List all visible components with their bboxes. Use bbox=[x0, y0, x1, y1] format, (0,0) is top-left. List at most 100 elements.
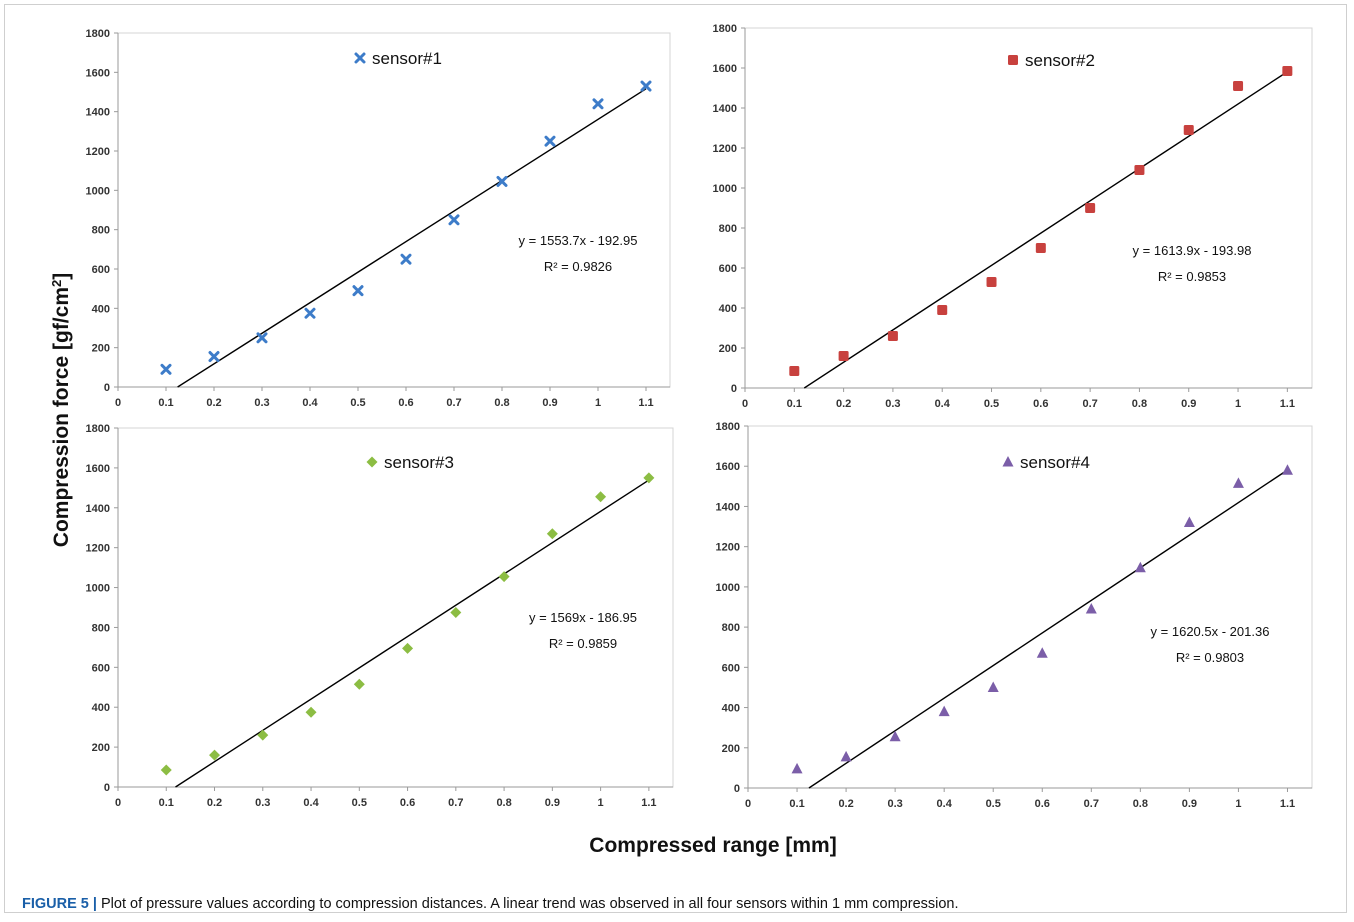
x-tick-label-4: 0.6 bbox=[1035, 798, 1050, 810]
x-tick-label-4: 0.4 bbox=[937, 798, 953, 810]
y-tick-label-4: 400 bbox=[722, 703, 740, 715]
x-tick-label-4: 1.1 bbox=[1280, 798, 1295, 810]
x-tick-label-2: 0.2 bbox=[836, 398, 851, 410]
y-tick-label-1: 1800 bbox=[86, 28, 110, 40]
trendline-2 bbox=[803, 71, 1288, 389]
x-tick-label-4: 1 bbox=[1235, 798, 1241, 810]
x-tick-label-1: 0.7 bbox=[446, 397, 461, 409]
x-tick-label-3: 0.6 bbox=[400, 797, 415, 809]
data-point-4 bbox=[1281, 464, 1293, 475]
data-point-1 bbox=[304, 307, 316, 319]
data-point-2 bbox=[1233, 81, 1244, 91]
y-tick-label-4: 1600 bbox=[716, 461, 740, 473]
y-tick-label-3: 1400 bbox=[86, 503, 110, 515]
y-tick-label-2: 200 bbox=[719, 343, 737, 355]
y-tick-label-2: 1200 bbox=[713, 143, 737, 155]
data-point-3 bbox=[305, 706, 317, 718]
data-point-1 bbox=[544, 135, 556, 147]
plot-area-2 bbox=[744, 27, 1313, 389]
x-tick-label-3: 1.1 bbox=[641, 797, 656, 809]
data-point-3 bbox=[450, 606, 462, 618]
data-point-2 bbox=[887, 331, 898, 341]
x-tick-label-4: 0 bbox=[745, 798, 751, 810]
data-point-4 bbox=[791, 762, 803, 774]
data-point-2 bbox=[986, 277, 997, 287]
chart-panel-1: 0 200 400 600 800 1000 1200 1400 1600 1800 0 0.1 0.2… bbox=[86, 28, 671, 409]
data-point-2 bbox=[1282, 66, 1293, 76]
y-tick-label-2: 1800 bbox=[713, 23, 737, 35]
y-tick-label-2: 800 bbox=[719, 223, 737, 235]
data-point-3 bbox=[353, 678, 365, 690]
data-point-2 bbox=[838, 351, 849, 361]
x-tick-label-4: 0.1 bbox=[789, 798, 804, 810]
x-tick-label-2: 1.1 bbox=[1280, 398, 1295, 410]
y-tick-label-2: 1000 bbox=[713, 183, 737, 195]
x-tick-label-2: 0.8 bbox=[1132, 398, 1147, 410]
y-tick-label-4: 1000 bbox=[716, 582, 740, 594]
data-point-1 bbox=[592, 98, 604, 110]
data-point-4 bbox=[1036, 647, 1048, 658]
legend-label-4: sensor#4 bbox=[1020, 453, 1090, 472]
trend-equation-2: y = 1613.9x - 193.98 bbox=[1133, 243, 1252, 258]
x-tick-label-4: 0.7 bbox=[1084, 798, 1099, 810]
x-tick-label-2: 1 bbox=[1235, 398, 1241, 410]
trendline-3 bbox=[175, 479, 650, 788]
data-point-2 bbox=[1035, 243, 1046, 253]
data-point-1 bbox=[160, 363, 172, 375]
y-tick-label-4: 800 bbox=[722, 622, 740, 634]
x-tick-label-1: 0 bbox=[115, 397, 121, 409]
y-tick-label-3: 200 bbox=[92, 742, 110, 754]
data-point-2 bbox=[937, 305, 948, 315]
x-tick-label-3: 0.3 bbox=[255, 797, 270, 809]
data-point-4 bbox=[1085, 603, 1097, 614]
y-tick-label-3: 1200 bbox=[86, 543, 110, 555]
data-point-1 bbox=[400, 253, 412, 265]
figure-caption: FIGURE 5 | Plot of pressure values accor… bbox=[22, 896, 1342, 912]
y-tick-label-1: 0 bbox=[104, 382, 110, 394]
trend-r2-3: R² = 0.9859 bbox=[549, 636, 617, 651]
trendline-1 bbox=[177, 88, 647, 388]
x-tick-label-1: 1 bbox=[595, 397, 601, 409]
x-tick-label-2: 0.1 bbox=[787, 398, 802, 410]
data-point-4 bbox=[987, 681, 999, 692]
x-tick-label-1: 0.8 bbox=[494, 397, 509, 409]
y-tick-label-1: 600 bbox=[92, 264, 110, 276]
x-tick-label-3: 1 bbox=[598, 797, 604, 809]
y-tick-label-2: 0 bbox=[731, 383, 737, 395]
y-tick-label-3: 400 bbox=[92, 702, 110, 714]
x-tick-label-4: 0.5 bbox=[986, 798, 1001, 810]
data-point-1 bbox=[208, 351, 220, 363]
data-point-4 bbox=[889, 730, 901, 742]
y-tick-label-3: 1600 bbox=[86, 463, 110, 475]
data-point-4 bbox=[840, 750, 852, 762]
y-tick-label-2: 1400 bbox=[713, 103, 737, 115]
data-point-3 bbox=[160, 764, 172, 776]
data-point-3 bbox=[498, 571, 510, 583]
y-tick-label-4: 1400 bbox=[716, 501, 740, 513]
legend-marker-4 bbox=[1002, 456, 1014, 467]
y-tick-label-1: 400 bbox=[92, 303, 110, 315]
data-point-3 bbox=[209, 749, 221, 761]
x-tick-label-3: 0.7 bbox=[448, 797, 463, 809]
legend-label-2: sensor#2 bbox=[1025, 51, 1095, 70]
x-tick-label-4: 0.2 bbox=[838, 798, 853, 810]
x-axis-title: Compressed range [mm] bbox=[589, 834, 836, 857]
data-point-3 bbox=[402, 642, 414, 654]
legend-label-3: sensor#3 bbox=[384, 453, 454, 472]
trend-equation-4: y = 1620.5x - 201.36 bbox=[1151, 624, 1270, 639]
y-tick-label-3: 600 bbox=[92, 662, 110, 674]
data-point-4 bbox=[1183, 516, 1195, 528]
data-point-3 bbox=[595, 491, 607, 503]
x-tick-label-1: 0.5 bbox=[350, 397, 365, 409]
y-axis-title: Compression force [gf/cm2] bbox=[49, 273, 74, 547]
chart-panel-3: 0 200 400 600 800 1000 1200 1400 1600 1800 0 0.1 0.2… bbox=[86, 423, 674, 809]
data-point-1 bbox=[448, 214, 460, 226]
data-point-2 bbox=[789, 366, 800, 376]
legend-marker-1 bbox=[354, 52, 366, 64]
trendline-4 bbox=[808, 469, 1288, 789]
y-tick-label-1: 1600 bbox=[86, 67, 110, 79]
y-tick-label-1: 1400 bbox=[86, 107, 110, 119]
x-tick-label-2: 0.9 bbox=[1181, 398, 1196, 410]
y-tick-label-1: 800 bbox=[92, 225, 110, 237]
